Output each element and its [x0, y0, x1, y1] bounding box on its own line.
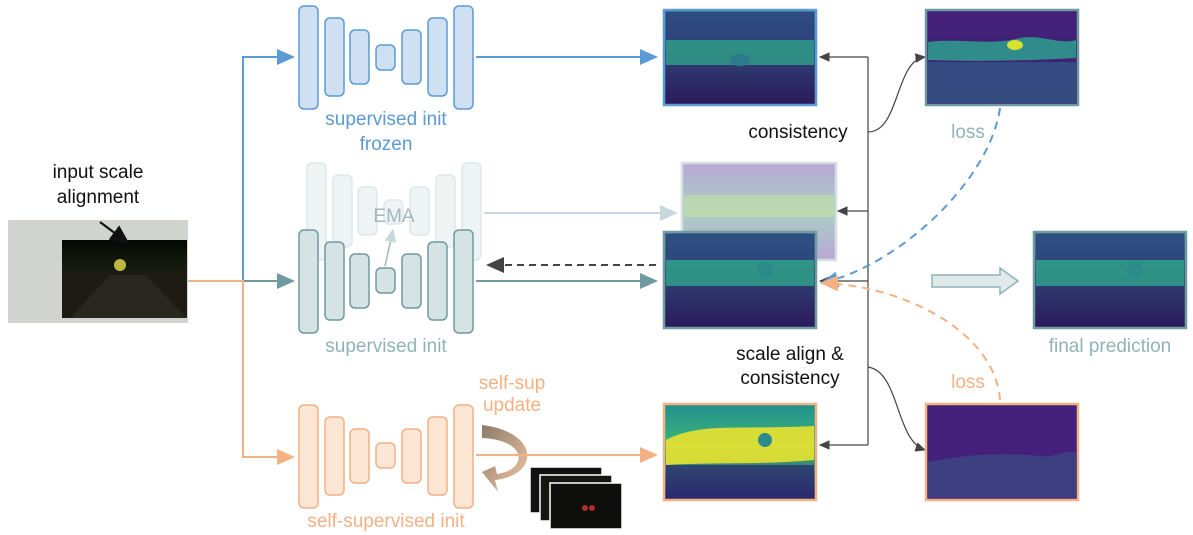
bottom-loss-map	[924, 402, 1080, 502]
ema-label: EMA	[373, 206, 415, 227]
ema-network	[306, 162, 482, 261]
branch-lines	[188, 49, 295, 465]
training-frames-stack	[529, 466, 623, 530]
top-loss-feedback-arrow	[820, 107, 1001, 288]
self-sup-update-curved-arrow	[482, 425, 528, 492]
frozen-network-label-line2: frozen	[360, 134, 413, 155]
final-prediction-arrow	[931, 266, 1020, 296]
bottom-loss-feedback-arrow	[820, 275, 1001, 401]
supervised-network-label: supervised init	[325, 336, 447, 357]
final-prediction-map	[1032, 230, 1188, 330]
frozen-depth-map	[662, 8, 818, 107]
input-label-line1: input scale	[53, 162, 144, 183]
self-supervised-network-label: self-supervised init	[307, 511, 465, 532]
input-label-line2: alignment	[57, 187, 140, 208]
bottom-loss-label: loss	[951, 372, 985, 393]
supervised-network	[298, 229, 474, 334]
ema-update-arrow	[384, 228, 397, 267]
self-supervised-network	[298, 404, 474, 509]
supervised-depth-map	[662, 230, 818, 330]
final-prediction-label: final prediction	[1049, 336, 1172, 357]
frozen-network-label-line1: supervised init	[325, 109, 447, 130]
scale-align-label-line1: scale align &	[736, 344, 844, 365]
self-sup-update-label-line2: update	[483, 395, 541, 416]
scale-align-label-line2: consistency	[740, 368, 840, 389]
frozen-network	[298, 5, 474, 110]
consistency-to-loss-connector	[867, 53, 927, 133]
top-loss-label: loss	[951, 122, 985, 143]
self-sup-update-label-line1: self-sup	[479, 373, 546, 394]
input-image-group	[8, 220, 188, 323]
self-supervised-depth-map	[662, 402, 818, 502]
scale-align-to-loss-connector	[867, 366, 927, 452]
input-pointer-arrow	[99, 221, 130, 245]
consistency-label: consistency	[748, 122, 848, 143]
top-loss-map	[924, 8, 1080, 107]
